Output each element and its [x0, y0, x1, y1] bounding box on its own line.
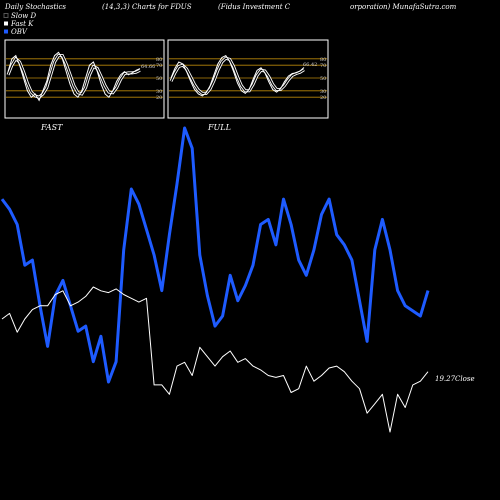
- close-price-line: [1, 286, 429, 433]
- full-panel-label: FULL: [207, 123, 231, 132]
- fast-panel-frame: [4, 39, 165, 119]
- obv-line: [0, 126, 430, 384]
- tick-label-80: 80: [320, 57, 326, 63]
- legend: Slow D Fast K OBV: [3, 12, 36, 36]
- fast-slow-d-line-core: [7, 54, 141, 98]
- close-suffix: Close: [455, 375, 475, 383]
- legend-fast-k: Fast K: [10, 20, 34, 28]
- tick-label-20: 20: [320, 95, 326, 101]
- chart-params: (14,3,3) Charts for FDUS: [102, 3, 192, 11]
- tick-label-30: 30: [320, 89, 326, 95]
- fast-value-label: 64.66: [141, 64, 155, 70]
- full-value-label: 66.42: [303, 62, 317, 68]
- close-value-label: 19.27Close: [435, 375, 475, 383]
- tick-label-20: 20: [156, 95, 162, 101]
- close-value: 19.27: [435, 375, 456, 383]
- legend-obv: OBV: [11, 28, 28, 36]
- legend-swatch-slow-d: [3, 13, 9, 18]
- tick-label-30: 30: [156, 89, 162, 95]
- full-k-line: [170, 54, 305, 97]
- tick-label-50: 50: [320, 76, 326, 82]
- legend-slow-d: Slow D: [11, 12, 36, 20]
- chart-title: Daily Stochastics: [4, 3, 66, 11]
- tick-label-80: 80: [156, 57, 162, 63]
- price-obv-panel: 19.27Close: [0, 126, 475, 433]
- site-name: orporation) MunafaSutra.com: [350, 3, 457, 11]
- legend-swatch-fast-k: [4, 21, 8, 26]
- company-name: (Fidus Investment C: [218, 3, 291, 11]
- full-panel-frame: [167, 39, 329, 119]
- full-slow-d-line-core: [170, 57, 305, 95]
- tick-label-70: 70: [320, 63, 326, 69]
- tick-label-70: 70: [156, 63, 162, 69]
- fast-panel-label: FAST: [40, 123, 63, 132]
- fast-k-line: [7, 51, 141, 102]
- legend-swatch-obv: [4, 29, 8, 34]
- tick-label-50: 50: [156, 76, 162, 82]
